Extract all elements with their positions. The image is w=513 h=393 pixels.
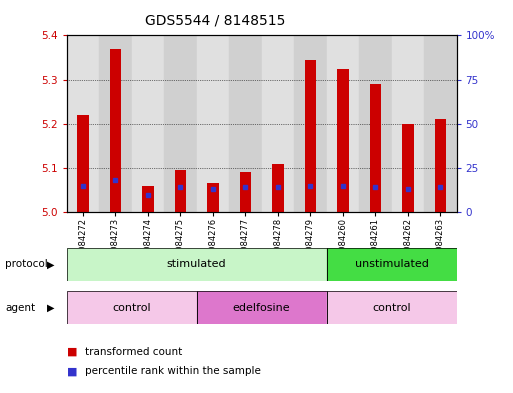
Text: ■: ■ — [67, 366, 77, 376]
Bar — [77, 115, 89, 212]
Bar — [435, 119, 446, 212]
Bar — [294, 35, 327, 212]
Text: stimulated: stimulated — [167, 259, 226, 269]
Bar — [132, 35, 164, 212]
Bar — [424, 35, 457, 212]
Text: GDS5544 / 8148515: GDS5544 / 8148515 — [145, 14, 286, 28]
Bar — [175, 170, 186, 212]
Bar — [262, 35, 294, 212]
Bar — [67, 35, 99, 212]
Bar — [164, 35, 196, 212]
Bar — [196, 291, 327, 324]
Bar — [272, 163, 284, 212]
Text: ▶: ▶ — [47, 259, 54, 269]
Text: edelfosine: edelfosine — [233, 303, 290, 312]
Text: ■: ■ — [67, 347, 77, 357]
Bar — [391, 35, 424, 212]
Bar — [327, 291, 457, 324]
Bar — [142, 186, 153, 212]
Text: control: control — [112, 303, 151, 312]
Bar — [110, 49, 121, 212]
Bar — [196, 291, 327, 324]
Bar — [327, 35, 359, 212]
Bar — [229, 35, 262, 212]
Bar — [370, 84, 381, 212]
Bar — [67, 248, 327, 281]
Bar — [327, 248, 457, 281]
Bar — [207, 184, 219, 212]
Bar — [305, 60, 316, 212]
Bar — [327, 291, 457, 324]
Bar — [327, 248, 457, 281]
Bar — [196, 35, 229, 212]
Bar — [359, 35, 391, 212]
Bar — [67, 291, 196, 324]
Bar — [240, 173, 251, 212]
Text: ▶: ▶ — [47, 303, 54, 312]
Bar — [99, 35, 132, 212]
Text: control: control — [372, 303, 411, 312]
Bar — [67, 291, 196, 324]
Bar — [337, 68, 348, 212]
Bar — [402, 124, 413, 212]
Bar — [67, 248, 327, 281]
Text: transformed count: transformed count — [85, 347, 182, 357]
Text: percentile rank within the sample: percentile rank within the sample — [85, 366, 261, 376]
Text: protocol: protocol — [5, 259, 48, 269]
Text: agent: agent — [5, 303, 35, 312]
Text: unstimulated: unstimulated — [354, 259, 428, 269]
